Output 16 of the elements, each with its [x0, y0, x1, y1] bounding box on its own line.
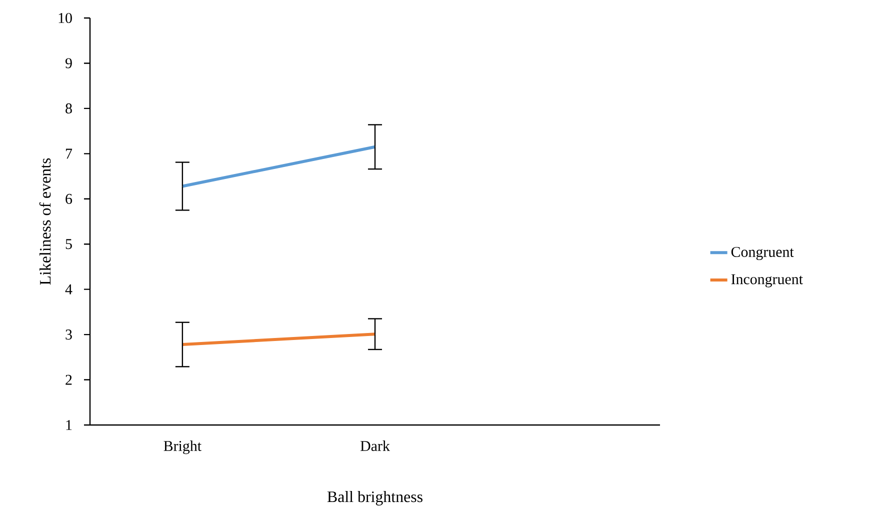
x-axis-title: Ball brightness [327, 490, 422, 506]
y-tick-label: 5 [66, 239, 72, 250]
y-tick-label: 8 [66, 103, 72, 114]
y-tick-label: 9 [65, 58, 72, 68]
y-tick-label: 7 [66, 148, 72, 159]
y-tick-label: 4 [65, 284, 72, 294]
legend-label: Congruent [731, 246, 794, 260]
y-tick-label: 6 [66, 194, 72, 204]
x-tick-label: Dark [360, 440, 390, 452]
y-tick-label: 10 [58, 12, 72, 24]
x-tick-label: Bright [164, 440, 202, 454]
legend-label: Incongruent [731, 274, 803, 288]
y-tick-label: 3 [66, 330, 72, 340]
y-tick-label: 2 [66, 374, 72, 385]
y-tick-label: 1 [66, 420, 72, 430]
y-axis-title: Likeliness of events [39, 158, 51, 285]
